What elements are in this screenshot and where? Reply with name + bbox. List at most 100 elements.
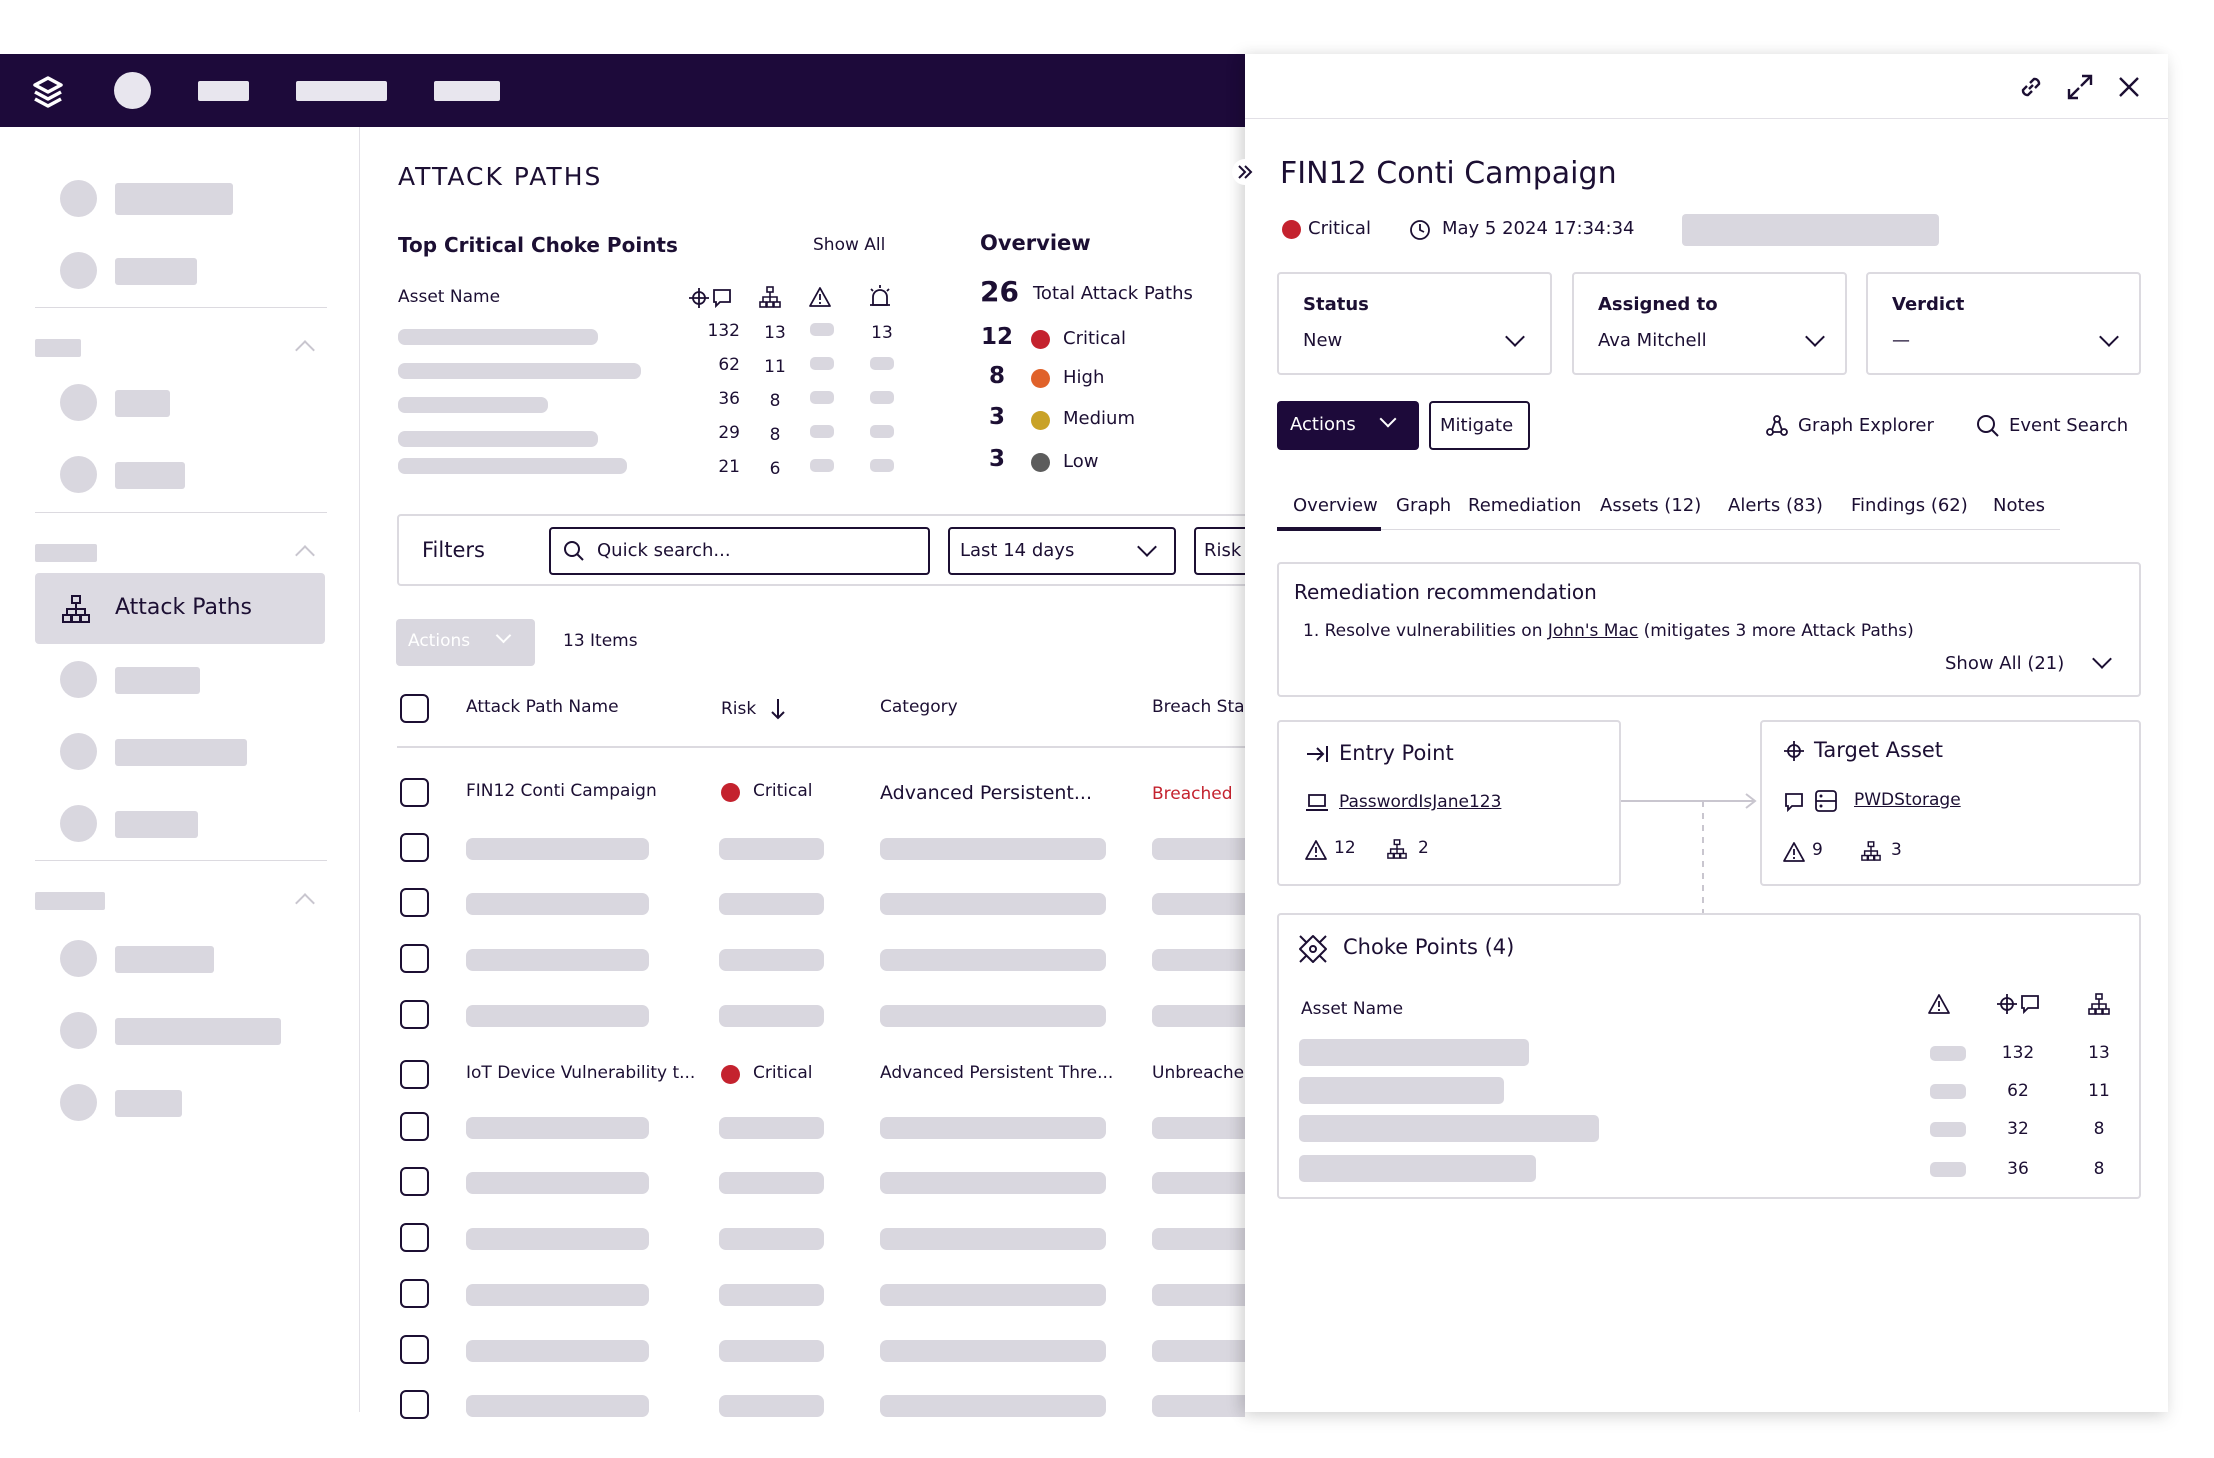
nav-label-placeholder[interactable] [115,946,214,973]
nav-item-placeholder[interactable] [198,81,249,101]
collapse-chevron-icon[interactable] [295,545,315,565]
nav-item-placeholder[interactable] [296,81,387,101]
row-name-placeholder[interactable] [466,838,649,860]
attack-path-name[interactable]: IoT Device Vulnerability t... [466,1063,696,1083]
column-header-risk[interactable]: Risk [721,699,757,719]
collapse-chevron-icon[interactable] [295,340,315,360]
chevron-down-icon [1505,327,1525,347]
row-name-placeholder[interactable] [466,893,649,915]
nav-label-placeholder[interactable] [115,390,170,417]
column-header-category[interactable]: Category [880,697,958,717]
select-all-checkbox[interactable] [400,694,429,723]
nav-label-placeholder[interactable] [115,739,247,766]
row-checkbox[interactable] [400,888,429,917]
nav-label-placeholder[interactable] [115,258,197,285]
verdict-select[interactable]: Verdict — [1866,272,2141,375]
attack-path-name[interactable]: FIN12 Conti Campaign [466,781,657,801]
asset-name-placeholder[interactable] [1299,1115,1599,1142]
table-row[interactable]: FIN12 Conti Campaign Critical Advanced P… [397,767,1245,819]
row-name-placeholder[interactable] [466,949,649,971]
mitigate-button[interactable]: Mitigate [1429,401,1530,450]
asset-name-placeholder[interactable] [1299,1039,1529,1066]
column-header-name[interactable]: Attack Path Name [466,697,619,717]
row-checkbox[interactable] [400,1112,429,1141]
row-checkbox[interactable] [400,778,429,807]
tab-notes[interactable]: Notes [1993,495,2045,516]
tab-alerts[interactable]: Alerts (83) [1728,495,1823,516]
warning-icon [809,287,831,307]
tab-findings[interactable]: Findings (62) [1851,495,1968,516]
row-checkbox[interactable] [400,1279,429,1308]
row-name-placeholder[interactable] [466,1172,649,1194]
row-checkbox[interactable] [400,1223,429,1252]
critical-icon [1031,330,1050,349]
event-search-link[interactable]: Event Search [2009,415,2129,436]
tab-remediation[interactable]: Remediation [1468,495,1582,516]
asset-name-placeholder[interactable] [398,363,641,379]
nav-label-placeholder[interactable] [115,811,198,838]
row-checkbox[interactable] [400,944,429,973]
table-actions-button[interactable]: Actions [396,619,535,666]
asset-link[interactable]: John's Mac [1547,621,1639,641]
alarm-count: 13 [871,323,893,343]
tab-overview[interactable]: Overview [1293,495,1378,516]
row-name-placeholder[interactable] [466,1005,649,1027]
row-checkbox[interactable] [400,1335,429,1364]
search-icon[interactable] [1976,414,2000,438]
row-name-placeholder[interactable] [466,1117,649,1139]
nav-label-placeholder[interactable] [115,1090,182,1117]
tab-assets[interactable]: Assets (12) [1600,495,1702,516]
close-icon[interactable] [2117,75,2141,99]
risk-label: Critical [753,781,813,801]
tab-graph[interactable]: Graph [1396,495,1452,516]
sort-arrow-down-icon[interactable] [771,697,785,721]
user-avatar[interactable] [114,72,151,109]
warning-icon [1783,842,1805,862]
path-count: 21 [718,457,740,477]
expand-icon[interactable] [2067,74,2093,100]
nav-label-placeholder[interactable] [115,462,185,489]
category: Advanced Persistent Thre... [880,1063,1114,1083]
asset-name-placeholder[interactable] [1299,1077,1504,1104]
row-checkbox[interactable] [400,1390,429,1419]
row-name-placeholder[interactable] [466,1395,649,1417]
row-checkbox[interactable] [400,1167,429,1196]
asset-name-placeholder[interactable] [398,458,627,474]
date-range-select[interactable]: Last 14 days [948,527,1176,575]
nav-label-placeholder[interactable] [115,183,233,215]
row-category-placeholder [880,1172,1106,1194]
asset-name-placeholder[interactable] [1299,1155,1536,1182]
chevron-down-icon[interactable] [2092,649,2112,669]
status-select[interactable]: Status New [1277,272,1552,375]
row-name-placeholder[interactable] [466,1284,649,1306]
target-asset-link[interactable]: PWDStorage [1854,790,1961,810]
show-all-recommendations[interactable]: Show All (21) [1945,653,2065,674]
entry-point-asset-link[interactable]: PasswordIsJane123 [1339,792,1502,812]
nav-icon-placeholder [60,456,97,493]
nav-item-placeholder[interactable] [434,81,500,101]
panel-header-divider [1245,118,2168,119]
actions-button[interactable]: Actions [1277,401,1419,450]
graph-explorer-link[interactable]: Graph Explorer [1798,415,1934,436]
row-checkbox[interactable] [400,1060,429,1089]
nav-label-placeholder[interactable] [115,1018,281,1045]
sidebar-item-attack-paths[interactable]: Attack Paths [35,573,325,644]
nav-label-placeholder[interactable] [115,667,200,694]
asset-name-placeholder[interactable] [398,431,598,447]
assigned-to-select[interactable]: Assigned to Ava Mitchell [1572,272,1847,375]
row-name-placeholder[interactable] [466,1340,649,1362]
collapse-chevron-icon[interactable] [295,893,315,913]
chevron-down-icon [495,627,512,644]
column-header-breach[interactable]: Breach Sta [1152,697,1245,717]
row-checkbox[interactable] [400,833,429,862]
quick-search-input[interactable]: Quick search... [549,527,930,575]
row-checkbox[interactable] [400,1000,429,1029]
collapse-panel-icon[interactable] [1232,159,1258,185]
graph-explorer-icon[interactable] [1765,414,1789,438]
row-name-placeholder[interactable] [466,1228,649,1250]
table-row[interactable]: IoT Device Vulnerability t... Critical A… [397,1049,1245,1101]
link-icon[interactable] [2016,72,2046,102]
asset-name-placeholder[interactable] [398,329,598,345]
show-all-link[interactable]: Show All [813,235,886,255]
asset-name-placeholder[interactable] [398,397,548,413]
